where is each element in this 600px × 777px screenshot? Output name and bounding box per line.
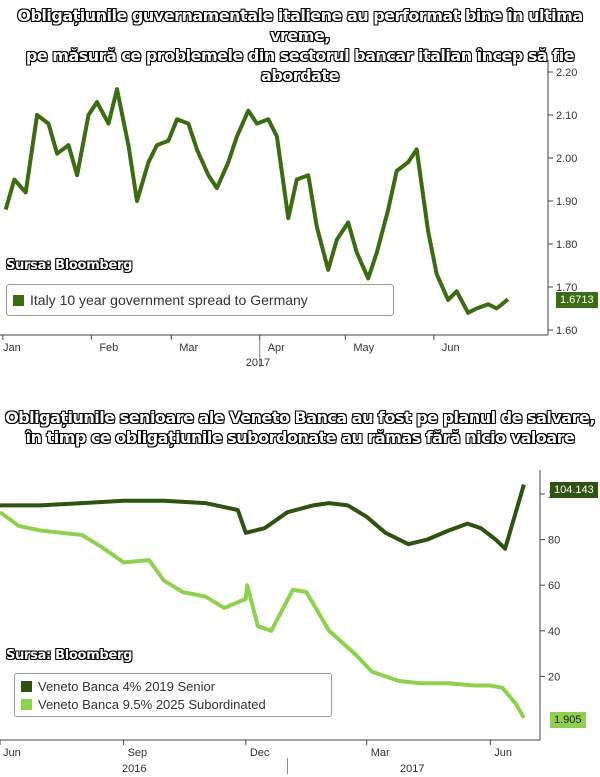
- chart-title-line-2: pe măsură ce problemele din sectorul ban…: [25, 46, 575, 85]
- chart-panel-veneto: 10080604020JunSepDecMarJun20162017 Oblig…: [0, 400, 600, 777]
- source-label: Sursa: Bloomberg: [6, 258, 133, 273]
- source-label: Sursa: Bloomberg: [6, 648, 133, 663]
- legend-item-subordinated: Veneto Banca 9.5% 2025 Subordinated: [15, 695, 331, 713]
- x-tick-label: Apr: [268, 342, 285, 354]
- y-tick-label: 1.60: [556, 325, 577, 337]
- y-tick-label: 40: [548, 626, 560, 638]
- y-tick-label: 60: [548, 580, 560, 592]
- spread-chart: 2.20 2.10 2.00 1.90 1.80 1.70 1.60 Jan Feb Mar Apr…: [0, 60, 577, 369]
- series-line-senior: [0, 484, 526, 551]
- legend-item-senior: Veneto Banca 4% 2019 Senior: [15, 677, 331, 695]
- x-tick-label: Jun: [442, 342, 460, 354]
- x-year-label: 2017: [400, 763, 424, 775]
- veneto-chart: 10080604020JunSepDecMarJun20162017: [0, 470, 566, 775]
- x-tick-label: Feb: [99, 342, 118, 354]
- x-tick-label: Mar: [371, 747, 390, 759]
- legend-swatch: [21, 698, 32, 710]
- y-tick-label: 1.90: [556, 196, 577, 208]
- legend: Italy 10 year government spread to Germa…: [6, 284, 394, 316]
- x-tick-label: Mar: [179, 342, 198, 354]
- x-tick-label: May: [353, 342, 374, 354]
- x-year-label: 2017: [246, 357, 270, 369]
- x-tick-label: Dec: [250, 747, 270, 759]
- series-line-subordinated: [0, 510, 526, 719]
- x-year-label: 2016: [122, 763, 146, 775]
- legend-swatch: [13, 294, 24, 306]
- x-tick-label: Jun: [494, 747, 512, 759]
- chart-panel-spread: 2.20 2.10 2.00 1.90 1.80 1.70 1.60 Jan Feb Mar Apr…: [0, 0, 600, 370]
- y-tick-label: 2.20: [556, 67, 577, 79]
- legend-label: Veneto Banca 9.5% 2025 Subordinated: [38, 696, 266, 712]
- series-line-spread: [3, 87, 510, 315]
- y-tick-label: 2.10: [556, 110, 577, 122]
- chart-title-line-1: Obligațiunile senioare ale Veneto Banca …: [5, 408, 595, 427]
- x-tick-label: Jun: [3, 747, 21, 759]
- legend-item-spread: Italy 10 year government spread to Germa…: [7, 285, 393, 315]
- y-tick-label: 80: [548, 535, 560, 547]
- chart-title: Obligațiunile senioare ale Veneto Banca …: [0, 408, 600, 448]
- legend-label: Italy 10 year government spread to Germa…: [30, 292, 308, 308]
- y-tick-label: 20: [548, 671, 560, 683]
- y-tick-label: 2.00: [556, 153, 577, 165]
- last-value-tag: 1.6713: [556, 292, 598, 308]
- y-tick-label: 1.80: [556, 239, 577, 251]
- last-value-tag-senior: 104.143: [550, 482, 598, 498]
- x-tick-label: Sep: [128, 747, 148, 759]
- y-tick-label: 1.70: [556, 282, 577, 294]
- x-tick-label: Jan: [3, 342, 21, 354]
- legend-swatch: [21, 680, 32, 692]
- last-value-tag-subordinated: 1.905: [550, 712, 586, 728]
- chart-title-line-1: Obligațiunile guvernamentale italiene au…: [17, 6, 583, 45]
- legend-label: Veneto Banca 4% 2019 Senior: [38, 678, 216, 694]
- legend: Veneto Banca 4% 2019 Senior Veneto Banca…: [14, 673, 332, 717]
- chart-title-line-2: în timp ce obligațiunile subordonate au …: [25, 428, 575, 447]
- chart-title: Obligațiunile guvernamentale italiene au…: [0, 6, 600, 86]
